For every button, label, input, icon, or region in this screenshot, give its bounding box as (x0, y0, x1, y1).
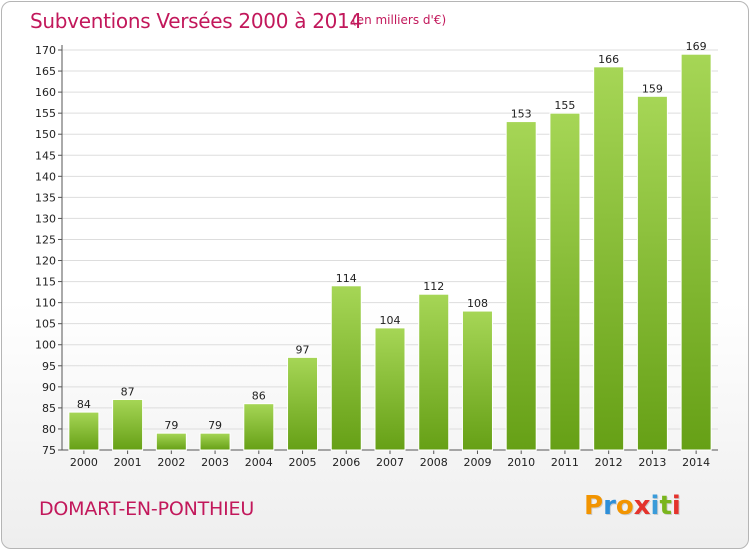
x-tick-label-2014: 2014 (682, 456, 710, 469)
value-label-2003: 79 (208, 419, 222, 432)
x-tick-label-2000: 2000 (70, 456, 98, 469)
y-tick-label: 75 (42, 444, 56, 457)
value-label-2006: 114 (336, 272, 357, 285)
x-tick-label-2007: 2007 (376, 456, 404, 469)
x-tick-label-2004: 2004 (245, 456, 273, 469)
y-tick-label: 120 (35, 255, 56, 268)
commune-name: DOMART-EN-PONTHIEU (39, 498, 255, 520)
value-label-2000: 84 (77, 398, 91, 411)
y-tick-label: 170 (35, 44, 56, 57)
value-label-2014: 169 (686, 40, 707, 53)
y-tick-label: 155 (35, 107, 56, 120)
x-tick-label-2003: 2003 (201, 456, 229, 469)
y-tick-label: 145 (35, 149, 56, 162)
bars (68, 53, 712, 451)
value-label-2008: 112 (423, 280, 444, 293)
value-label-2009: 108 (467, 297, 488, 310)
bar-2011 (549, 112, 581, 451)
bar-2013 (636, 95, 668, 451)
proxiti-logo: Proxiti (584, 491, 681, 521)
value-label-2011: 155 (554, 99, 575, 112)
x-tick-label-2011: 2011 (551, 456, 579, 469)
y-tick-label: 140 (35, 170, 56, 183)
value-label-2002: 79 (164, 419, 178, 432)
value-label-2005: 97 (296, 343, 310, 356)
y-tick-label: 135 (35, 191, 56, 204)
bar-2008 (418, 293, 450, 451)
x-tick-label-2010: 2010 (507, 456, 535, 469)
value-label-2001: 87 (121, 385, 135, 398)
bar-2003 (199, 432, 231, 451)
x-tick-label-2002: 2002 (157, 456, 185, 469)
bar-2006 (330, 285, 362, 451)
bar-2009 (461, 310, 493, 451)
value-label-2007: 104 (380, 314, 401, 327)
bar-2002 (155, 432, 187, 451)
bar-2014 (680, 53, 712, 451)
y-tick-label: 165 (35, 65, 56, 78)
y-tick-label: 100 (35, 339, 56, 352)
x-tick-label-2009: 2009 (463, 456, 491, 469)
x-tick-label-2006: 2006 (332, 456, 360, 469)
bar-2000 (68, 411, 100, 451)
y-tick-label: 150 (35, 128, 56, 141)
y-tick-label: 160 (35, 86, 56, 99)
labels: 75 80 85 90 95 100 105 110 115 120 125 130 135 140 145… (35, 40, 710, 469)
chart-unit-note: (en milliers d'€) (352, 13, 447, 27)
chart-title: Subventions Versées 2000 à 2014 (30, 9, 362, 33)
x-tick-label-2012: 2012 (595, 456, 623, 469)
bar-2012 (593, 66, 625, 451)
y-tick-label: 85 (42, 402, 56, 415)
x-tick-label-2008: 2008 (420, 456, 448, 469)
bar-2005 (287, 356, 319, 451)
y-tick-label: 115 (35, 276, 56, 289)
value-label-2010: 153 (511, 108, 532, 121)
y-tick-label: 90 (42, 381, 56, 394)
y-tick-label: 105 (35, 318, 56, 331)
x-tick-label-2005: 2005 (289, 456, 317, 469)
value-label-2004: 86 (252, 390, 266, 403)
y-tick-label: 125 (35, 233, 56, 246)
bar-2001 (112, 398, 144, 451)
bar-2007 (374, 327, 406, 451)
value-label-2012: 166 (598, 53, 619, 66)
y-tick-label: 130 (35, 212, 56, 225)
bar-2004 (243, 403, 275, 451)
value-label-2013: 159 (642, 82, 663, 95)
x-tick-label-2013: 2013 (638, 456, 666, 469)
y-tick-label: 95 (42, 360, 56, 373)
y-tick-label: 110 (35, 297, 56, 310)
x-tick-label-2001: 2001 (114, 456, 142, 469)
y-tick-label: 80 (42, 423, 56, 436)
bar-2010 (505, 121, 537, 451)
